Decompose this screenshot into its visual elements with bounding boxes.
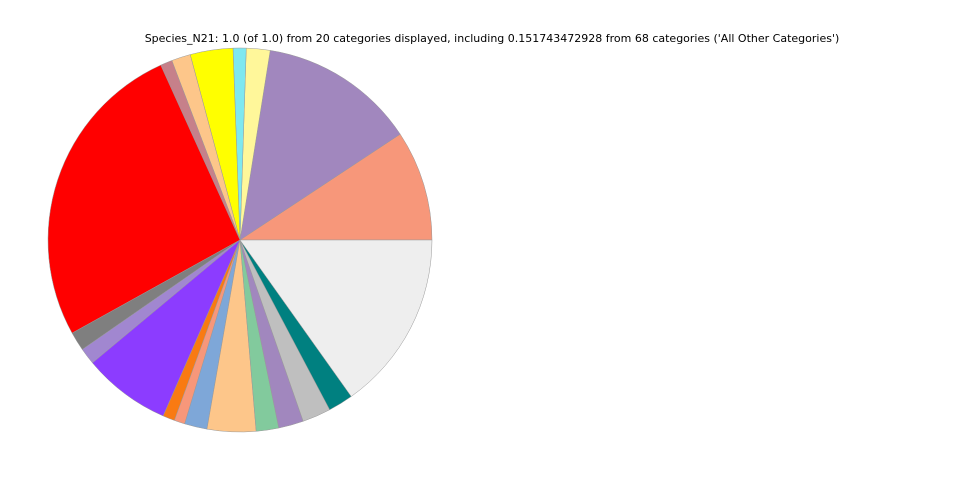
pie-slice	[47, 64, 241, 334]
chart-title: Species_N21: 1.0 (of 1.0) from 20 catego…	[145, 32, 840, 45]
pie-slice	[239, 50, 401, 241]
pie-slice	[239, 133, 433, 241]
pie-slice	[239, 239, 433, 397]
